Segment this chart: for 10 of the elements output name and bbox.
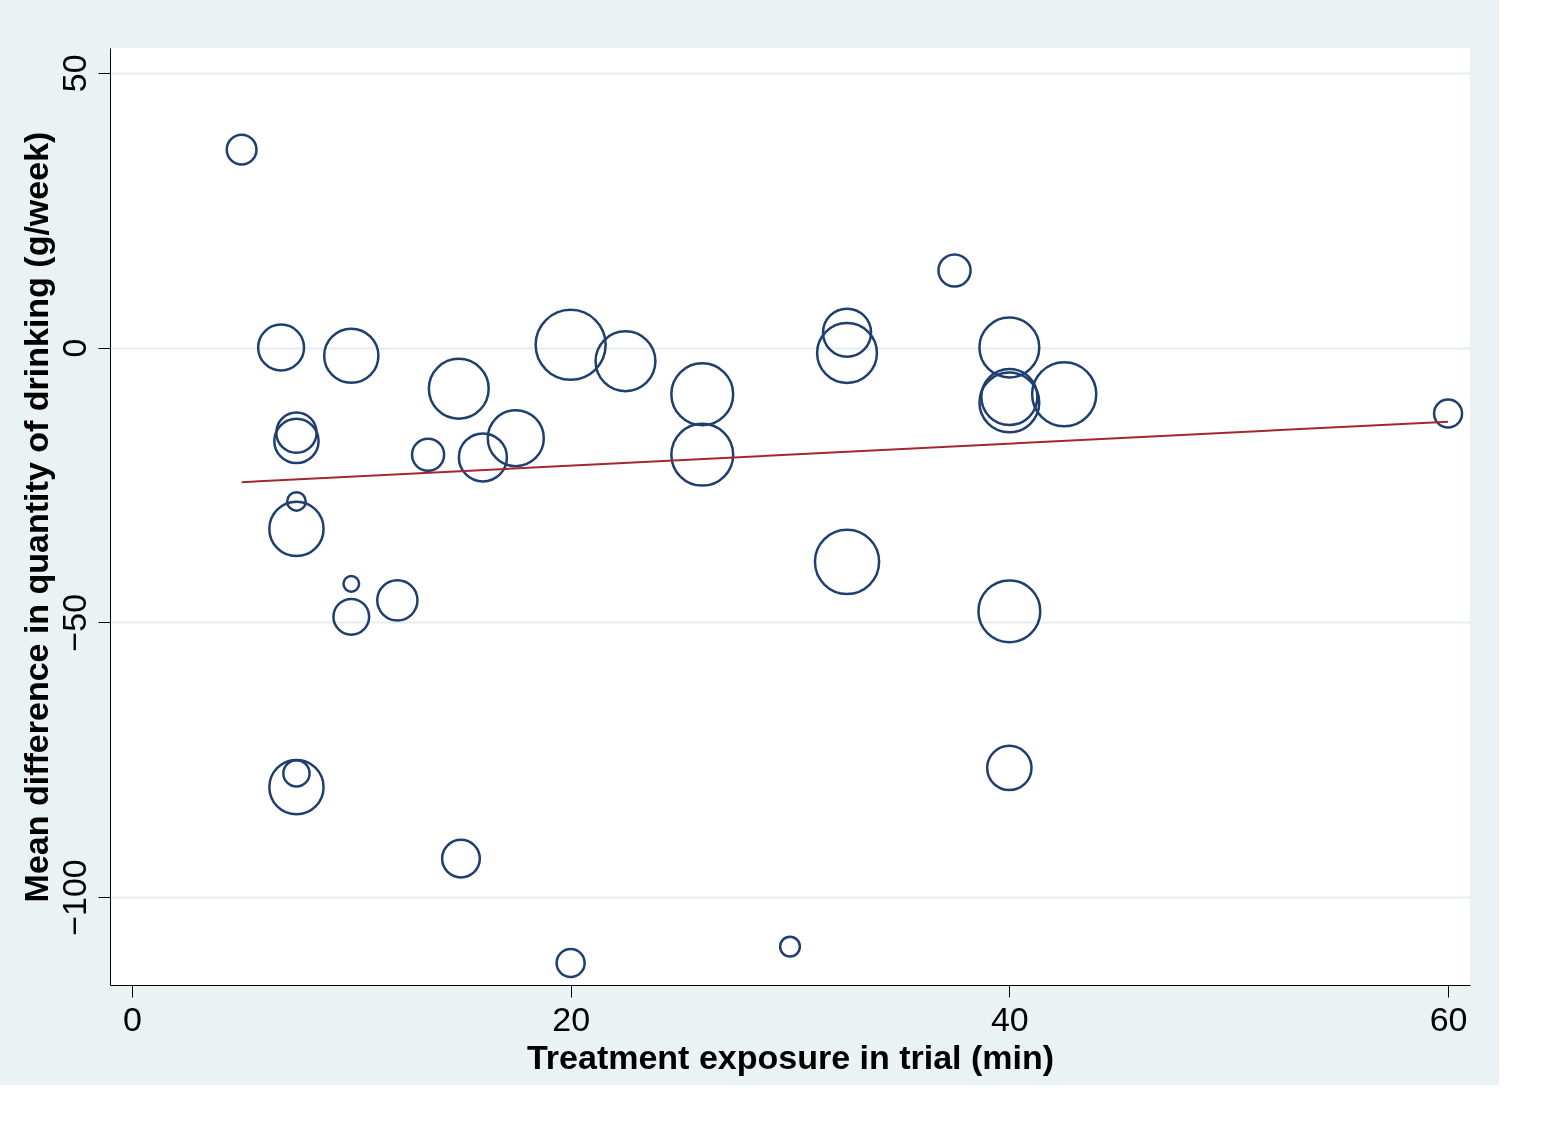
x-tick-label: 60 [1429,999,1468,1038]
y-tick-label: −100 [54,859,93,936]
x-tick-label: 40 [990,999,1029,1038]
y-tick-label: 50 [54,54,93,93]
y-axis-title: Mean difference in quantity of drinking (g/week) [16,131,55,903]
y-tick-label: −50 [54,593,93,652]
x-axis-title: Treatment exposure in trial (min) [526,1037,1055,1076]
y-tick-label: 0 [54,338,93,358]
x-tick-label: 20 [552,999,591,1038]
x-tick-label: 0 [122,999,142,1038]
